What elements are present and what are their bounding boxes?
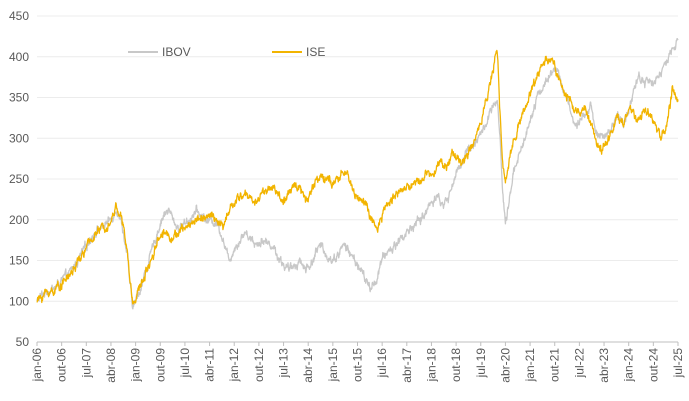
y-tick-label: 100 [9, 294, 29, 308]
x-tick-label: out-15 [351, 348, 365, 382]
x-tick-label: abr-17 [400, 348, 414, 383]
y-tick-label: 200 [9, 213, 29, 227]
series-line-ise [36, 49, 679, 305]
x-tick-label: jan-06 [30, 348, 44, 383]
series-line-ibov [36, 37, 679, 310]
y-tick-label: 400 [9, 50, 29, 64]
x-tick-label: abr-08 [104, 348, 118, 383]
legend: IBOV ISE [128, 45, 325, 59]
y-tick-label: 300 [9, 131, 29, 145]
x-tick-label: jul-25 [671, 348, 685, 379]
x-tick-label: jul-13 [277, 348, 291, 379]
x-tick-label: abr-14 [301, 348, 315, 383]
x-tick-label: jan-12 [227, 348, 241, 383]
y-axis: 50 100 150 200 250 300 350 400 450 [9, 9, 29, 349]
x-tick-label: jan-09 [129, 348, 143, 383]
gridlines [37, 15, 678, 343]
x-tick-label: out-06 [55, 348, 69, 382]
series-layer [36, 37, 679, 310]
x-tick-label: jul-22 [572, 348, 586, 379]
x-tick-label: jul-19 [474, 348, 488, 379]
x-tick-label: jan-15 [326, 348, 340, 383]
x-tick-label: jan-24 [622, 348, 636, 383]
x-tick-label: abr-11 [203, 348, 217, 382]
y-tick-label: 50 [16, 335, 30, 349]
x-tick-label: out-09 [153, 348, 167, 382]
x-tick-label: out-21 [548, 348, 562, 382]
x-tick-label: jul-07 [79, 348, 93, 379]
y-tick-label: 150 [9, 254, 29, 268]
x-tick-label: abr-20 [498, 348, 512, 383]
x-tick-label: jan-21 [523, 348, 537, 383]
x-tick-label: abr-23 [597, 348, 611, 383]
x-tick-label: out-18 [449, 348, 463, 382]
x-tick-label: jul-16 [375, 348, 389, 379]
x-tick-label: jul-10 [178, 348, 192, 379]
legend-label-ise: ISE [306, 45, 325, 59]
legend-label-ibov: IBOV [162, 45, 191, 59]
x-axis: jan-06 out-06 jul-07 abr-08 jan-09 out-09 jul-… [30, 342, 685, 383]
x-tick-label: out-24 [646, 348, 660, 382]
y-tick-label: 250 [9, 172, 29, 186]
y-tick-label: 450 [9, 9, 29, 23]
x-tick-label: out-12 [252, 348, 266, 382]
x-tick-label: jan-18 [424, 348, 438, 383]
y-tick-label: 350 [9, 91, 29, 105]
